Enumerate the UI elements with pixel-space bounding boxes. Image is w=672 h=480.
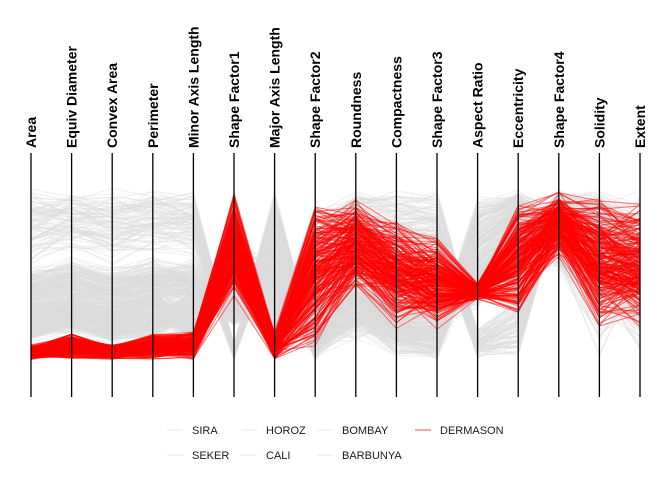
line-dermason xyxy=(30,200,641,351)
line-horoz xyxy=(30,200,641,334)
axis-label: Perimeter xyxy=(145,83,161,148)
axis-label: Minor Axis Length xyxy=(185,26,201,148)
line-dermason xyxy=(30,243,641,359)
line-dermason xyxy=(30,219,641,353)
line-dermason xyxy=(30,239,641,359)
line-horoz xyxy=(30,196,641,341)
dermason-lines xyxy=(30,191,641,361)
line-horoz xyxy=(30,195,641,338)
legend-label: CALI xyxy=(266,450,290,462)
axis-label: Compactness xyxy=(388,56,404,148)
legend-label: HOROZ xyxy=(266,425,306,437)
axis-label: Roundness xyxy=(348,72,364,148)
line-dermason xyxy=(30,253,641,360)
line-cali xyxy=(30,213,641,337)
legend-label: DERMASON xyxy=(440,425,504,437)
axis-label: Equiv Diameter xyxy=(64,46,80,148)
axis-label: Area xyxy=(23,117,39,148)
line-dermason xyxy=(30,222,641,359)
axis-label: Aspect Ratio xyxy=(470,62,486,148)
axis-label: Major Axis Length xyxy=(267,27,283,148)
axis-label: Solidity xyxy=(591,97,607,148)
line-dermason xyxy=(30,210,641,352)
legend-label: BARBUNYA xyxy=(342,450,402,462)
line-horoz xyxy=(30,199,641,341)
line-cali xyxy=(30,210,641,340)
line-dermason xyxy=(30,234,641,354)
line-horoz xyxy=(30,195,641,338)
line-dermason xyxy=(30,207,641,354)
axis-label: Eccentricity xyxy=(510,68,526,148)
legend-label: SEKER xyxy=(192,450,229,462)
axis-label: Convex Area xyxy=(104,63,120,148)
axis-label: Shape Factor1 xyxy=(226,51,242,148)
line-dermason xyxy=(30,231,641,355)
axis-label: Shape Factor3 xyxy=(429,51,445,148)
legend-label: SIRA xyxy=(192,425,218,437)
axis-label: Shape Factor2 xyxy=(307,51,323,148)
legend-label: BOMBAY xyxy=(342,425,389,437)
line-dermason xyxy=(30,213,641,352)
line-horoz xyxy=(30,197,641,341)
axis-label: Extent xyxy=(632,105,648,148)
legend: SIRA HOROZ BOMBAY DERMASON SEKER CALI BARBUNYA xyxy=(167,425,504,462)
axis-label: Shape Factor4 xyxy=(551,51,567,148)
line-dermason xyxy=(30,232,641,357)
axes: Area Equiv Diameter Convex Area Perimeter Mi… xyxy=(23,26,648,397)
